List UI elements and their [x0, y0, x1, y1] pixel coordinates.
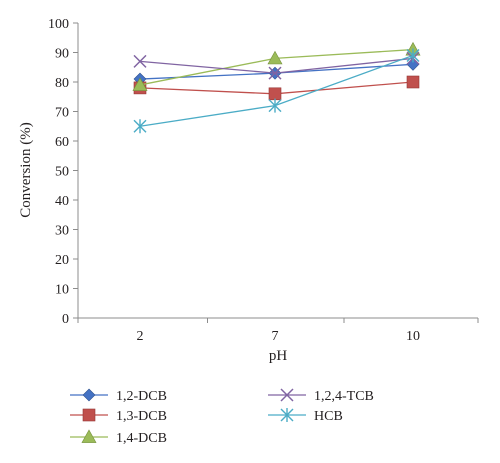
y-tick-label: 60	[55, 135, 69, 150]
y-tick-label: 30	[55, 224, 69, 239]
series-1-2-4-tcb	[133, 51, 420, 80]
data-point	[406, 48, 420, 63]
legend: 1,2-DCB 1,3-DCB 1,4-DCB 1,2,4-TCB HCB	[70, 388, 374, 446]
x-axis-title: pH	[269, 348, 288, 364]
series-hcb	[133, 48, 420, 134]
legend-label: 1,3-DCB	[116, 409, 167, 424]
legend-marker	[280, 408, 294, 422]
y-axis-ticks: 0 10 20 30 40 50 60 70 80 90 100	[48, 17, 78, 327]
x-axis-ticks: 2 7 10	[77, 318, 479, 344]
y-tick-label: 20	[55, 253, 69, 268]
data-point	[268, 98, 282, 113]
y-tick-label: 100	[48, 17, 69, 32]
legend-label: 1,2,4-TCB	[314, 389, 374, 404]
x-tick-label: 2	[137, 329, 144, 344]
legend-item: 1,2-DCB	[70, 388, 167, 404]
legend-item: 1,4-DCB	[70, 429, 167, 446]
y-tick-label: 70	[55, 106, 69, 121]
y-tick-label: 50	[55, 165, 69, 180]
legend-item: 1,3-DCB	[70, 408, 167, 424]
series-layer	[132, 41, 421, 134]
legend-label: 1,4-DCB	[116, 431, 167, 446]
x-tick-label: 7	[272, 329, 279, 344]
data-point	[406, 75, 420, 89]
y-axis-title: Conversion (%)	[18, 122, 34, 217]
y-tick-label: 90	[55, 47, 69, 62]
legend-item: 1,2,4-TCB	[268, 388, 374, 404]
y-tick-label: 80	[55, 76, 69, 91]
y-tick-label: 0	[62, 312, 69, 327]
legend-label: HCB	[314, 409, 343, 424]
data-point	[133, 119, 147, 134]
x-tick-label: 10	[406, 329, 420, 344]
legend-label: 1,2-DCB	[116, 389, 167, 404]
data-point	[268, 87, 282, 101]
data-point	[132, 77, 148, 91]
data-point	[133, 54, 147, 68]
legend-marker	[280, 388, 294, 402]
y-tick-label: 40	[55, 194, 69, 209]
legend-marker	[82, 408, 96, 422]
y-tick-label: 10	[55, 283, 69, 298]
data-point	[267, 50, 283, 65]
legend-marker	[82, 388, 96, 402]
legend-marker	[81, 429, 97, 443]
series-1-3-dcb	[133, 75, 420, 101]
data-point	[268, 66, 282, 80]
legend-item: HCB	[268, 408, 343, 424]
